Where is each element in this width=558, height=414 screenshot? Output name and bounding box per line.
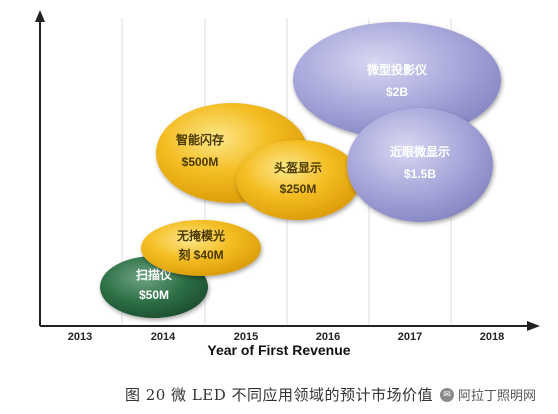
x-tick-labels: 2013 2014 2015 2016 2017 2018 — [68, 331, 504, 343]
watermark-text: 阿拉丁照明网 — [458, 389, 537, 404]
bubble-shape — [293, 22, 501, 138]
bubble-label: 微型投影仪 — [366, 62, 428, 77]
bubble-value: $1.5B — [404, 167, 436, 181]
x-tick-label: 2018 — [480, 331, 504, 343]
bubble-shape — [236, 140, 360, 220]
bubble-label: 扫描仪 — [136, 267, 173, 282]
bubble-value: $50M — [139, 288, 169, 302]
x-tick-label: 2017 — [398, 331, 422, 343]
y-axis-arrow — [35, 10, 45, 22]
x-axis-title: Year of First Revenue — [207, 342, 351, 358]
bubble-shape — [347, 108, 493, 222]
bubble-value: $500M — [182, 155, 219, 169]
x-tick-label: 2015 — [234, 331, 258, 343]
bubble-shape — [141, 220, 261, 276]
bubble: 头盔显示 $250M — [236, 140, 360, 220]
bubble-value: $40M — [194, 248, 224, 262]
watermark: ✉ 阿拉丁照明网 — [436, 384, 543, 405]
bubble: 微型投影仪 $2B — [293, 22, 501, 138]
bubble-value: $2B — [386, 85, 408, 99]
bubble-label-tail: 刻 — [178, 247, 193, 262]
bubble-label: 智能闪存 — [175, 132, 224, 147]
bubble: 近眼微显示 $1.5B — [347, 108, 493, 222]
chat-icon: ✉ — [440, 387, 454, 402]
figure-caption: 图 20 微 LED 不同应用领域的预计市场价值 — [124, 386, 434, 404]
x-axis-arrow — [527, 321, 540, 331]
x-tick-label: 2013 — [68, 331, 92, 343]
bubble-label: 近眼微显示 — [390, 144, 450, 159]
bubble-label: 头盔显示 — [274, 160, 322, 175]
bubble-label: 无掩模光 — [176, 228, 225, 243]
bubble-value: $250M — [280, 182, 317, 196]
x-tick-label: 2014 — [151, 331, 176, 343]
x-tick-label: 2016 — [316, 331, 340, 343]
bubble-value: 刻 $40M — [178, 247, 223, 262]
